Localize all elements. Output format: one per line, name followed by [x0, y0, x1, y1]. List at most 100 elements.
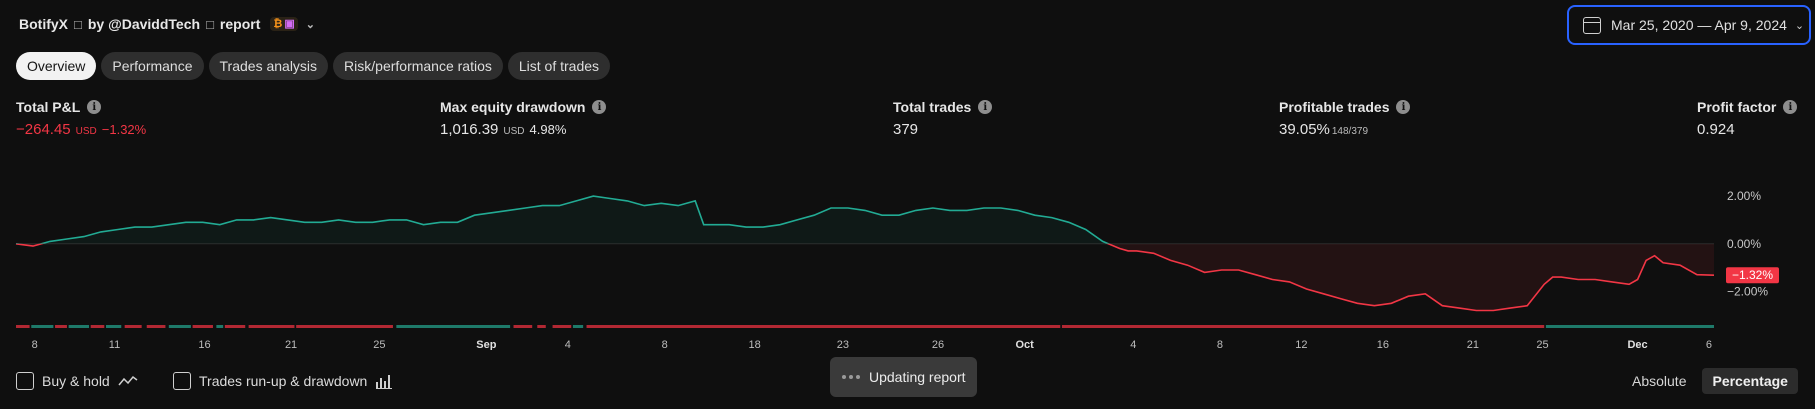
metric-unit: USD [503, 126, 525, 137]
equity-line-positive [16, 195, 1111, 244]
x-tick-label: 26 [932, 339, 944, 350]
x-tick-label: 21 [1467, 339, 1479, 350]
chevron-down-icon[interactable]: ⌄ [305, 18, 315, 31]
trade-mark [513, 325, 533, 328]
y-tick-label: −2.00% [1727, 284, 1768, 298]
x-tick-label: 8 [1217, 339, 1223, 350]
value-mode-switch: Absolute Percentage [1622, 368, 1798, 394]
trade-mark [248, 325, 295, 328]
tab-trades-analysis[interactable]: Trades analysis [208, 52, 329, 80]
y-tick-label: 2.00% [1727, 189, 1761, 203]
x-tick-label: 4 [1130, 339, 1136, 350]
x-tick-label: 11 [109, 339, 120, 350]
trade-mark [396, 325, 511, 328]
trade-mark [105, 325, 122, 328]
x-tick-label: 8 [32, 339, 38, 350]
metric-percent: 4.98% [529, 122, 567, 137]
last-value-label: −1.32% [1732, 268, 1773, 282]
calendar-badge-icon: ▣ [284, 18, 295, 30]
info-icon[interactable]: i [1396, 100, 1411, 114]
strategy-name: BotifyX [19, 16, 68, 32]
bitcoin-icon: ₿ [273, 18, 283, 30]
mode-percentage-button[interactable]: Percentage [1702, 368, 1798, 394]
updating-report-toast: Updating report [830, 357, 977, 397]
bar-chart-icon [376, 375, 393, 389]
author-label: by @DaviddTech [87, 16, 201, 32]
x-tick-label: 16 [198, 339, 210, 350]
metric-value: 0.924 [1697, 121, 1735, 138]
metric-total-trades: Total trades i 379 [893, 99, 993, 138]
metric-percent: −1.32% [101, 122, 147, 137]
tab-performance[interactable]: Performance [101, 52, 204, 80]
runup-drawdown-label: Trades run-up & drawdown [199, 373, 368, 389]
metric-max-drawdown: Max equity drawdown i 1,016.39 USD 4.98% [440, 99, 607, 138]
metric-label: Profit factor [1697, 99, 1777, 115]
metric-unit: USD [75, 126, 97, 137]
report-label: report [219, 16, 261, 32]
metric-label: Total P&L [16, 99, 81, 115]
x-tick-label: 8 [662, 339, 668, 350]
metric-label: Total trades [893, 99, 972, 115]
mode-absolute-button[interactable]: Absolute [1632, 373, 1687, 389]
runup-drawdown-checkbox[interactable] [173, 372, 191, 390]
x-tick-label: 6 [1706, 339, 1712, 350]
calendar-icon [1583, 16, 1601, 34]
tab-risk-performance-ratios[interactable]: Risk/performance ratios [333, 52, 503, 80]
tab-overview[interactable]: Overview [16, 52, 97, 80]
info-icon[interactable]: i [87, 100, 102, 114]
metric-value: 39.05% [1279, 121, 1330, 138]
equity-chart[interactable]: 2.00% 0.00% −2.00% −1.32% 8 11 16 21 25 Sep 4 8 18 23… [0, 150, 1815, 350]
runup-drawdown-toggle[interactable]: Trades run-up & drawdown [173, 372, 393, 390]
metric-value: 1,016.39 [440, 121, 499, 138]
info-icon[interactable]: i [978, 100, 993, 114]
x-tick-label: 23 [837, 339, 849, 350]
last-value-marker [1726, 267, 1779, 284]
trade-mark [124, 325, 142, 328]
trade-mark [1061, 325, 1545, 328]
x-tick-label: 16 [1377, 339, 1389, 350]
trade-mark [90, 325, 105, 328]
x-tick-label: 25 [373, 339, 385, 350]
metric-total-pnl: Total P&L i −264.45 USD −1.32% [16, 99, 146, 138]
trade-mark [146, 325, 166, 328]
strategy-glyph: □ [74, 16, 82, 32]
trade-mark [192, 325, 213, 328]
info-icon[interactable]: i [1783, 100, 1798, 114]
report-tabs: Overview Performance Trades analysis Ris… [16, 52, 611, 80]
trade-mark [31, 325, 54, 328]
x-tick-label: Dec [1627, 339, 1647, 350]
buy-hold-label: Buy & hold [42, 373, 110, 389]
x-tick-label: 12 [1295, 339, 1307, 350]
buy-hold-toggle[interactable]: Buy & hold [16, 372, 138, 390]
x-tick-label: 25 [1536, 339, 1548, 350]
metric-label: Profitable trades [1279, 99, 1390, 115]
info-icon[interactable]: i [592, 100, 607, 114]
trade-mark [216, 325, 224, 328]
updating-report-label: Updating report [869, 369, 966, 385]
report-title[interactable]: BotifyX □ by @DaviddTech □ report ₿ ▣ ⌄ [19, 14, 315, 34]
loss-area [16, 243, 1714, 311]
metric-label: Max equity drawdown [440, 99, 586, 115]
equity-line-negative [15, 243, 1715, 312]
trade-mark [1545, 325, 1714, 328]
trade-mark [68, 325, 90, 328]
author-glyph: □ [206, 16, 214, 32]
loading-dots-icon [842, 375, 860, 379]
buy-hold-checkbox[interactable] [16, 372, 34, 390]
date-range-label: Mar 25, 2020 — Apr 9, 2024 [1611, 17, 1787, 33]
trade-mark [586, 325, 1061, 328]
x-tick-label: 18 [749, 339, 761, 350]
trade-mark [552, 325, 572, 328]
trade-mark [296, 325, 393, 328]
x-tick-label: Oct [1015, 339, 1034, 350]
y-tick-label: 0.00% [1727, 237, 1761, 251]
metric-value: 379 [893, 121, 919, 138]
metric-profit-factor: Profit factor i 0.924 [1697, 99, 1798, 138]
trade-mark [224, 325, 246, 328]
trade-mark [16, 325, 30, 328]
trade-mark [537, 325, 546, 328]
date-range-button[interactable]: Mar 25, 2020 — Apr 9, 2024 ⌄ [1567, 5, 1811, 45]
symbol-badge: ₿ ▣ [270, 17, 298, 31]
tab-list-of-trades[interactable]: List of trades [507, 52, 611, 80]
